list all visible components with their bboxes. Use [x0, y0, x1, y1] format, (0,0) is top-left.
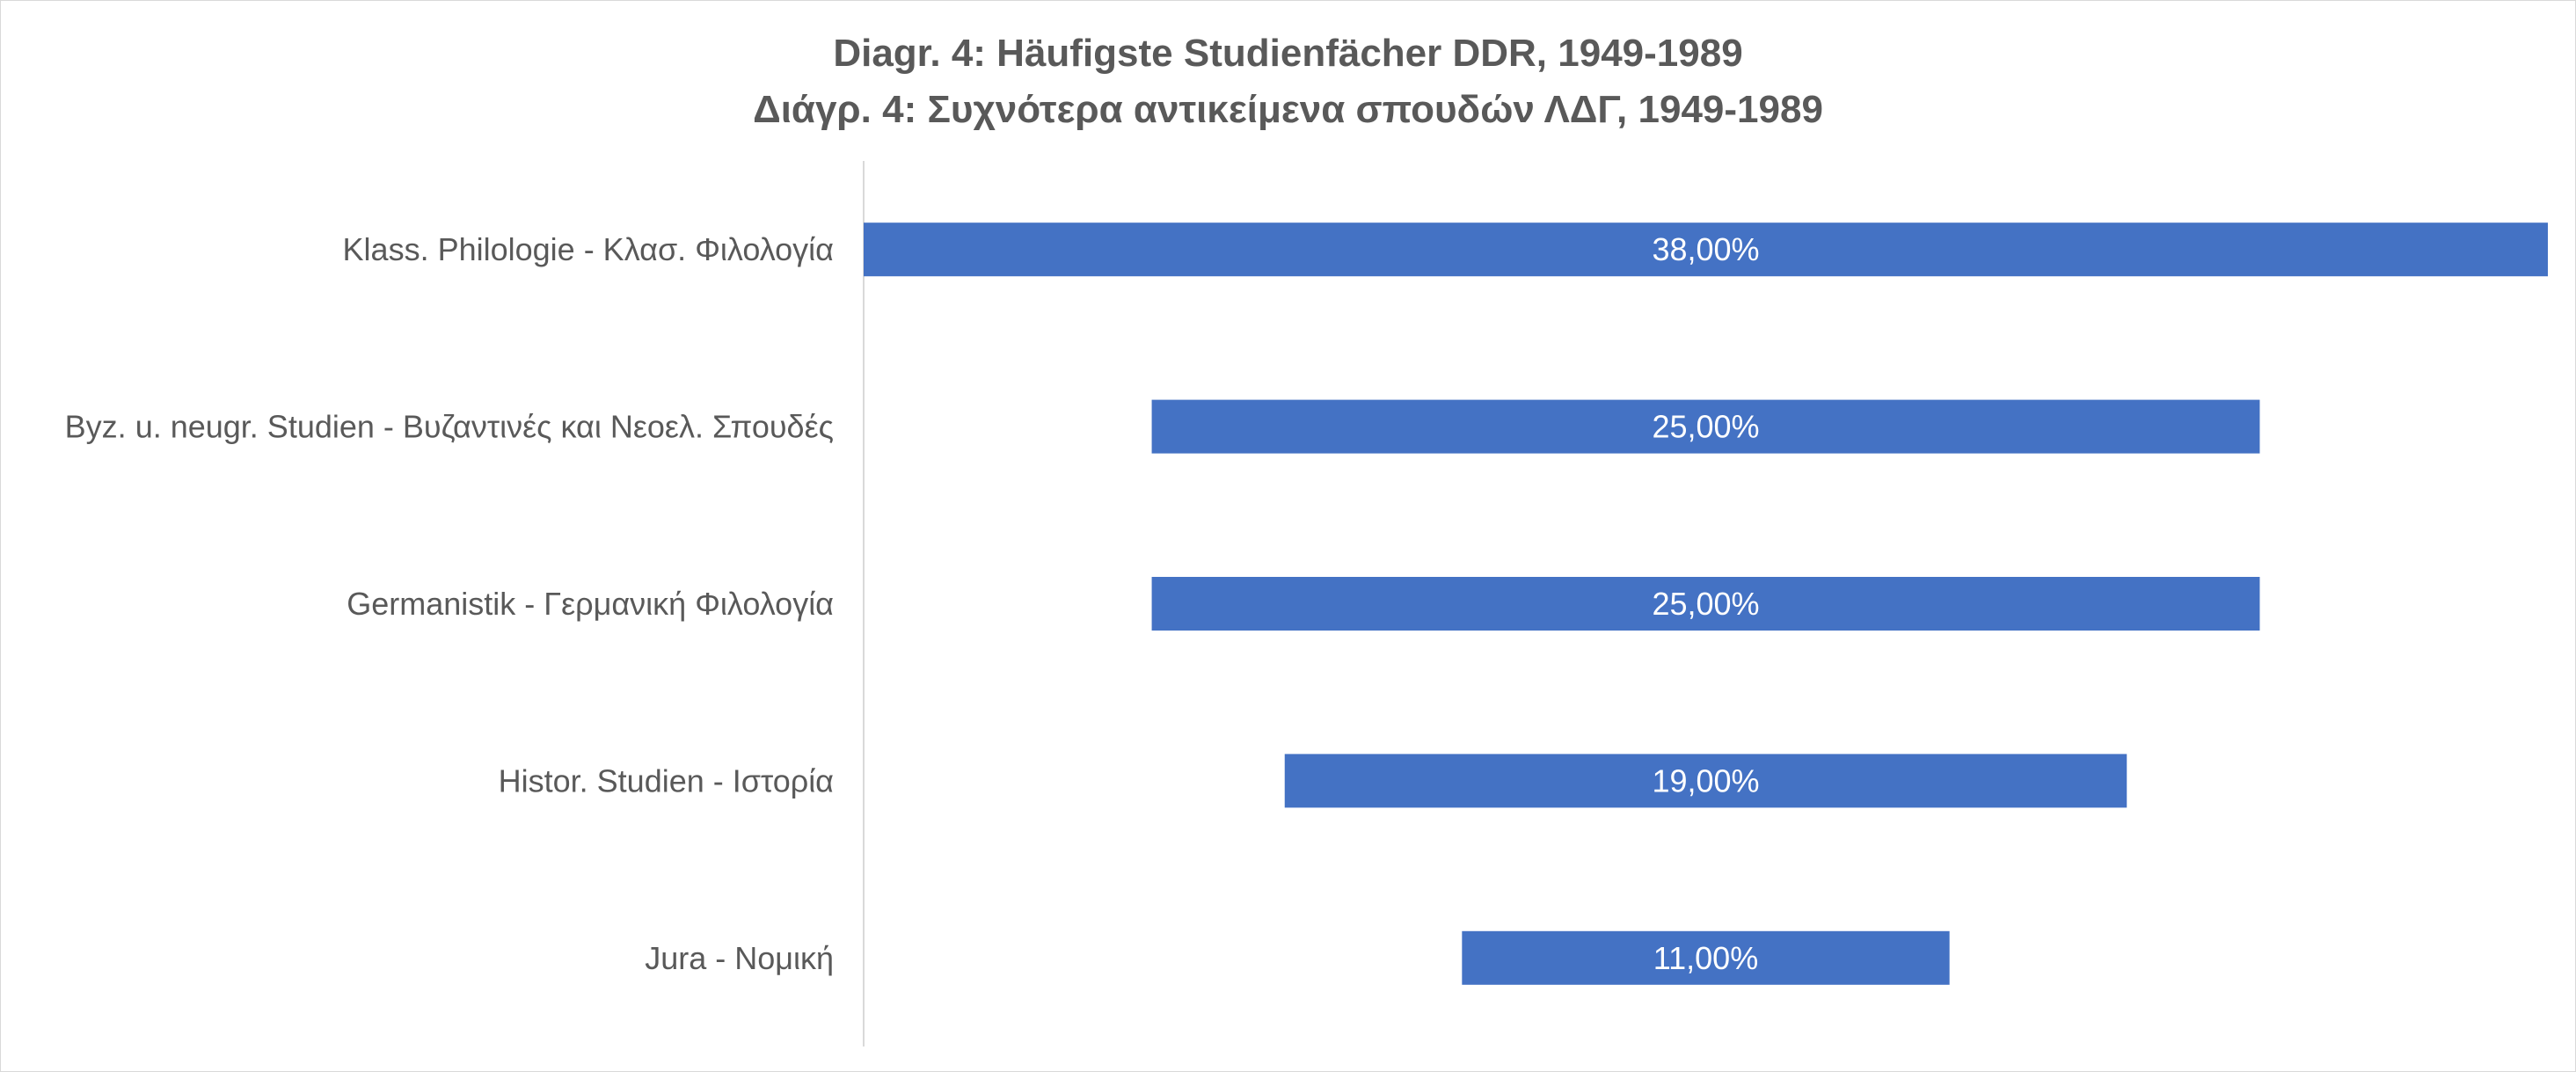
bar-group: 25,00% Byz. u. neugr. Studien - Βυζαντινέ…	[65, 399, 2260, 454]
bar	[1151, 399, 2260, 454]
bar	[1151, 577, 2260, 631]
data-label: 19,00%	[1652, 762, 1759, 799]
bar-group: 11,00% Jura - Νομική	[645, 930, 1950, 985]
category-label: Histor. Studien - Ιστορία	[499, 762, 834, 799]
data-label: 38,00%	[1652, 231, 1759, 267]
chart-subtitle: Διάγρ. 4: Συχνότερα αντικείμενα σπουδών …	[753, 88, 1823, 131]
chart-title: Diagr. 4: Häufigste Studienfächer DDR, 1…	[833, 32, 1743, 75]
bar	[1462, 930, 1950, 985]
bar-group: 38,00% Klass. Philologie - Κλασ. Φιλολογί…	[343, 222, 2548, 277]
category-label: Germanistik - Γερμανική Φιλολογία	[347, 586, 834, 622]
bar	[1284, 754, 2127, 808]
bar-group: 25,00% Germanistik - Γερμανική Φιλολογία	[347, 577, 2260, 631]
data-label: 25,00%	[1652, 409, 1759, 445]
bar	[864, 222, 2548, 277]
category-label: Byz. u. neugr. Studien - Βυζαντινές και …	[65, 409, 834, 445]
data-label: 11,00%	[1653, 940, 1758, 976]
category-label: Jura - Νομική	[645, 940, 834, 976]
category-label: Klass. Philologie - Κλασ. Φιλολογία	[343, 231, 834, 267]
bar-group: 19,00% Histor. Studien - Ιστορία	[499, 754, 2127, 808]
data-label: 25,00%	[1652, 586, 1759, 622]
